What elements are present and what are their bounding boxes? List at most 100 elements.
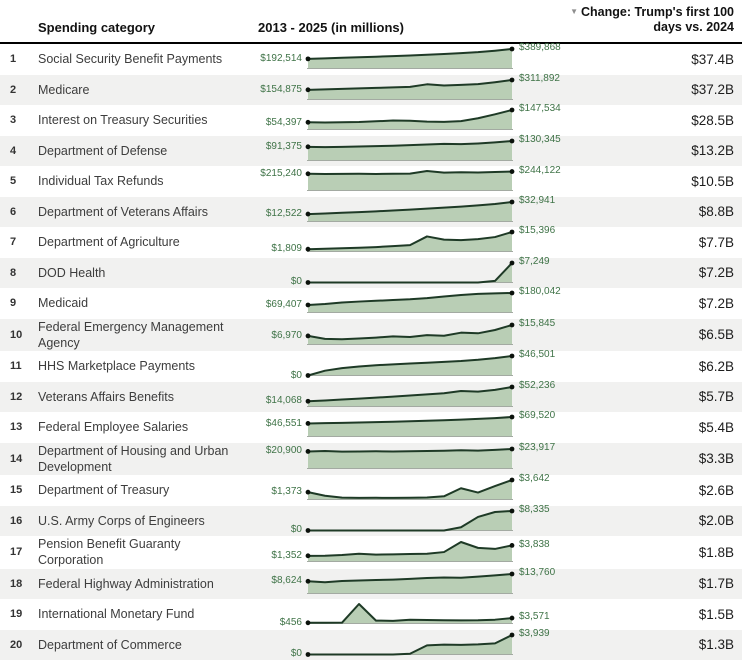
row-category: Medicaid <box>38 296 89 311</box>
spark-start-value: $215,240 <box>260 168 302 180</box>
row-sparkline-cell: $456 $3,571 <box>258 599 608 629</box>
table-row: 1 Social Security Benefit Payments $192,… <box>0 42 742 75</box>
row-category: Medicare <box>38 82 90 97</box>
row-change-value: $28.5B <box>691 112 734 128</box>
row-change-value: $5.4B <box>698 419 734 435</box>
row-rank: 12 <box>10 390 23 403</box>
row-sparkline-cell: $12,522 $32,941 <box>258 194 608 227</box>
row-change-value: $5.7B <box>698 389 734 405</box>
sparkline-chart <box>305 77 515 100</box>
spark-end-value: $3,838 <box>519 538 550 550</box>
spark-start-value: $12,522 <box>265 207 302 219</box>
sparkline-chart <box>305 353 515 379</box>
spark-start-value: $14,068 <box>265 394 302 406</box>
row-sparkline-cell: $91,375 $130,345 <box>258 133 608 166</box>
table-row: 11 HHS Marketplace Payments $0 $46,501 $… <box>0 349 742 382</box>
spark-end-value: $147,534 <box>519 103 561 115</box>
row-category: Social Security Benefit Payments <box>38 52 223 67</box>
row-rank: 16 <box>10 514 23 527</box>
spark-end-value: $3,939 <box>519 627 550 639</box>
row-rank: 1 <box>10 53 17 66</box>
row-change-value: $1.7B <box>698 576 734 592</box>
sparkline-chart <box>305 477 515 501</box>
table-row: 16 U.S. Army Corps of Engineers $0 $8,33… <box>0 504 742 536</box>
row-sparkline-cell: $0 $3,939 <box>258 627 608 660</box>
row-change-value: $37.2B <box>691 82 734 98</box>
row-rank: 4 <box>10 144 17 157</box>
row-category: Department of Agriculture <box>38 235 180 250</box>
spark-end-value: $15,845 <box>519 317 556 329</box>
table-row: 13 Federal Employee Salaries $46,551 $69… <box>0 410 742 443</box>
row-rank: 2 <box>10 83 17 96</box>
row-sparkline-cell: $154,875 $311,892 <box>258 73 608 105</box>
row-category: International Monetary Fund <box>38 607 195 622</box>
row-sparkline-cell: $8,624 $13,760 <box>258 567 608 599</box>
change-column-header[interactable]: ▼ Change: Trump's first 100 days vs. 2024 <box>558 4 742 35</box>
sparkline-chart <box>305 603 515 626</box>
table-header: Spending category 2013 - 2025 (in millio… <box>0 0 742 44</box>
sparkline-chart <box>305 384 515 407</box>
sparkline-chart <box>305 199 515 222</box>
row-sparkline-cell: $69,407 $180,042 <box>258 286 608 318</box>
row-category: Department of Treasury <box>38 483 170 498</box>
spark-end-value: $389,868 <box>519 42 561 54</box>
spark-end-value: $32,941 <box>519 194 556 206</box>
table-row: 5 Individual Tax Refunds $215,240 $244,1… <box>0 165 742 197</box>
row-change-value: $1.8B <box>698 544 734 560</box>
spark-end-value: $46,501 <box>519 349 556 361</box>
row-rank: 19 <box>10 608 23 621</box>
spark-end-value: $3,642 <box>519 473 550 485</box>
table-row: 9 Medicaid $69,407 $180,042 $7.2B <box>0 286 742 319</box>
spark-end-value: $130,345 <box>519 133 561 145</box>
row-sparkline-cell: $0 $8,335 <box>258 504 608 536</box>
row-change-value: $10.5B <box>691 173 734 189</box>
row-category: Interest on Treasury Securities <box>38 113 208 128</box>
table-row: 7 Department of Agriculture $1,809 $15,3… <box>0 225 742 258</box>
spark-end-value: $15,396 <box>519 225 556 237</box>
row-rank: 11 <box>10 360 22 373</box>
sparkline-chart <box>305 632 515 657</box>
row-change-value: $2.6B <box>698 482 734 498</box>
row-sparkline-cell: $0 $46,501 <box>258 349 608 381</box>
row-change-value: $1.3B <box>698 637 734 653</box>
row-category: U.S. Army Corps of Engineers <box>38 513 205 528</box>
row-sparkline-cell: $0 $7,249 <box>258 256 608 288</box>
table-row: 18 Federal Highway Administration $8,624… <box>0 567 742 599</box>
row-sparkline-cell: $20,900 $23,917 <box>258 442 608 474</box>
sparkline-chart <box>305 290 515 314</box>
sparkline-chart <box>305 446 515 469</box>
row-rank: 15 <box>10 484 23 497</box>
row-rank: 18 <box>10 577 23 590</box>
row-category: Pension Benefit Guaranty Corporation <box>38 537 181 568</box>
table-row: 8 DOD Health $0 $7,249 $7.2B <box>0 256 742 288</box>
row-rank: 13 <box>10 421 23 434</box>
sparkline-chart <box>305 322 515 345</box>
table-body: 1 Social Security Benefit Payments $192,… <box>0 42 742 660</box>
table-row: 10 Federal Emergency Management Agency $… <box>0 317 742 351</box>
row-category: Department of Veterans Affairs <box>38 204 209 219</box>
row-sparkline-cell: $1,352 $3,838 <box>258 537 608 567</box>
sort-descending-icon: ▼ <box>570 7 578 16</box>
row-change-value: $2.0B <box>698 513 734 529</box>
row-rank: 20 <box>10 638 23 651</box>
row-change-value: $6.5B <box>698 327 734 343</box>
row-change-value: $7.2B <box>698 265 734 281</box>
row-change-value: $37.4B <box>691 51 734 67</box>
table-row: 3 Interest on Treasury Securities $54,39… <box>0 103 742 136</box>
row-change-value: $1.5B <box>698 606 734 622</box>
spark-end-value: $180,042 <box>519 286 561 298</box>
spark-start-value: $91,375 <box>265 140 302 152</box>
row-category: Department of Defense <box>38 143 168 158</box>
row-rank: 14 <box>10 452 23 465</box>
table-row: 12 Veterans Affairs Benefits $14,068 $52… <box>0 380 742 412</box>
table-row: 2 Medicare $154,875 $311,892 $37.2B <box>0 73 742 105</box>
spark-end-value: $69,520 <box>519 410 556 422</box>
spark-start-value: $0 <box>290 276 302 288</box>
row-sparkline-cell: $215,240 $244,122 <box>258 165 608 196</box>
row-sparkline-cell: $54,397 $147,534 <box>258 103 608 135</box>
spark-start-value: $1,373 <box>271 486 302 498</box>
sparkline-chart <box>305 541 515 563</box>
spark-start-value: $0 <box>290 648 302 660</box>
row-change-value: $3.3B <box>698 451 734 467</box>
